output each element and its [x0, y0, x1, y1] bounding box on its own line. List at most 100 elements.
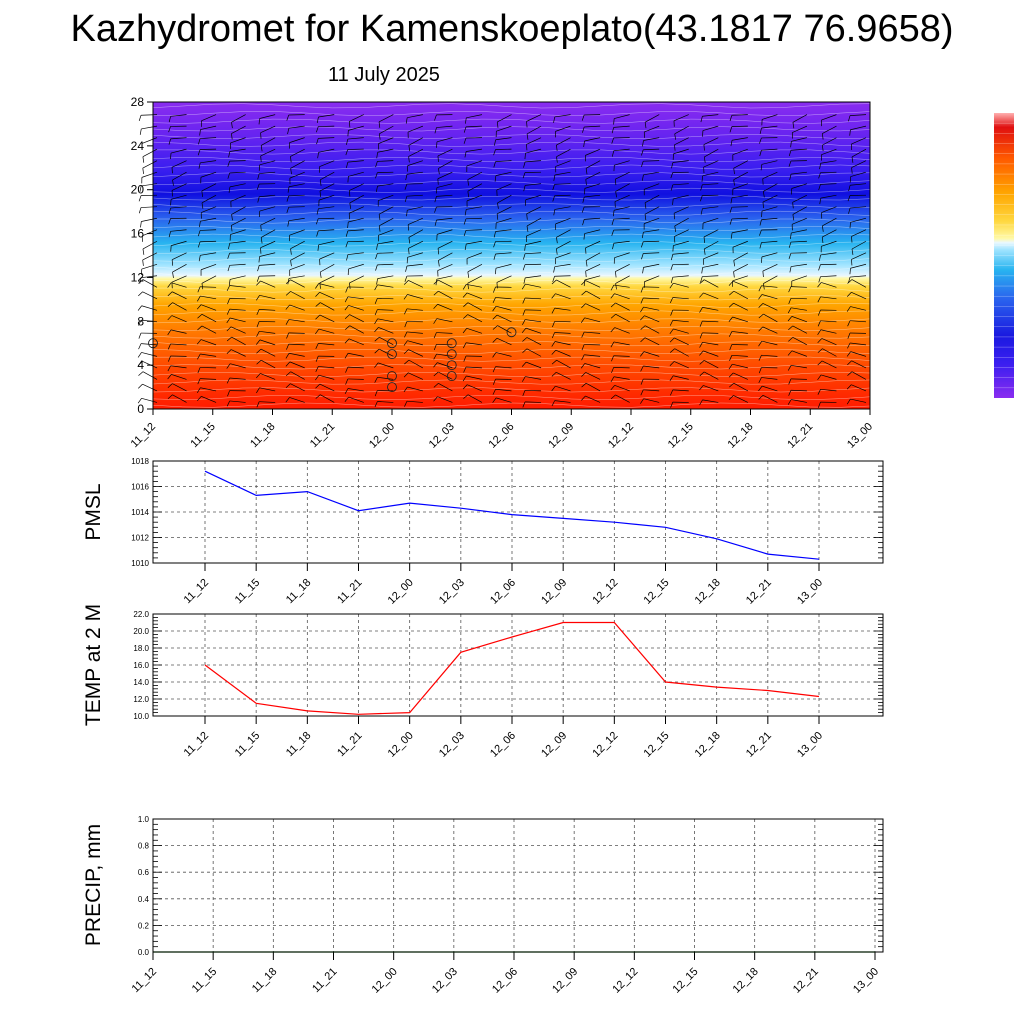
- wind-barb-staff: [140, 114, 158, 116]
- wind-barb-staff: [851, 360, 867, 369]
- wind-barb-staff: [672, 275, 689, 278]
- wind-barb: [849, 125, 867, 136]
- wind-barb-flag: [405, 117, 408, 124]
- wind-barb-flag: [434, 206, 437, 213]
- wind-barb: [433, 362, 453, 369]
- wind-barb-flag: [196, 387, 201, 394]
- wind-barb-flag: [642, 140, 644, 147]
- wind-barb-flag: [674, 144, 676, 151]
- wind-barb: [345, 378, 364, 385]
- wind-barb-flag: [465, 117, 467, 124]
- wind-barb-staff: [288, 319, 305, 323]
- wind-barb-flag: [138, 115, 142, 122]
- wind-barb-staff: [230, 363, 246, 369]
- isoline: [152, 295, 871, 301]
- wind-barb: [345, 148, 364, 156]
- y-tick-label: 0.6: [138, 868, 150, 877]
- wind-barb-staff: [585, 280, 601, 288]
- wind-barb: [581, 354, 601, 361]
- wind-barb: [260, 125, 276, 139]
- wind-barb: [433, 353, 453, 360]
- wind-barb-staff: [200, 339, 217, 346]
- wind-barb: [139, 275, 158, 284]
- wind-barb-flag: [349, 282, 351, 289]
- wind-barb-staff: [408, 229, 424, 238]
- wind-barb-flag: [433, 344, 437, 351]
- x-tick-label: 12_06: [488, 730, 518, 760]
- wind-barb-flag: [462, 328, 468, 334]
- wind-barb-flag: [817, 320, 821, 327]
- wind-barb: [669, 337, 689, 346]
- wind-barb-flag: [256, 387, 260, 394]
- wind-barb-staff: [585, 263, 601, 272]
- wind-barb-staff: [732, 363, 748, 369]
- wind-barb: [316, 229, 335, 237]
- wind-barb-flag: [729, 344, 733, 351]
- wind-barb-flag: [552, 276, 555, 283]
- wind-barb-staff: [791, 263, 807, 267]
- wind-barb: [791, 275, 808, 288]
- wind-barb-flag: [319, 190, 322, 197]
- wind-barb: [640, 286, 660, 293]
- wind-barb: [199, 125, 217, 136]
- wind-barb-staff: [703, 160, 719, 168]
- wind-barb-flag: [763, 191, 765, 198]
- wind-barb-staff: [790, 286, 807, 288]
- wind-barb-staff: [790, 389, 807, 392]
- wind-barb: [821, 125, 837, 140]
- wind-barb-staff: [259, 114, 276, 119]
- wind-barb-flag: [315, 383, 321, 389]
- wind-barb-staff: [762, 194, 778, 203]
- wind-barb: [226, 285, 246, 292]
- wind-barb-staff: [672, 297, 689, 300]
- wind-barb: [404, 183, 423, 190]
- wind-barb-staff: [495, 171, 512, 176]
- wind-barb-flag: [286, 195, 290, 202]
- wind-barb-staff: [851, 148, 867, 158]
- wind-barb: [702, 217, 719, 230]
- wind-barb-staff: [259, 330, 276, 334]
- wind-barb-staff: [318, 343, 335, 346]
- wind-barb: [787, 350, 808, 357]
- wind-barb: [405, 263, 423, 272]
- wind-barb: [614, 194, 630, 208]
- wind-barb-flag: [403, 280, 409, 285]
- wind-barb-staff: [703, 371, 719, 380]
- wind-barb: [673, 114, 689, 127]
- wind-barb-staff: [320, 394, 335, 403]
- x-tick-label: 11_21: [310, 966, 340, 996]
- wind-barb-staff: [438, 383, 453, 392]
- wind-barb: [434, 206, 453, 213]
- wind-barb-flag: [699, 292, 704, 298]
- wind-barb-flag: [258, 118, 260, 125]
- wind-barb-flag: [257, 173, 260, 180]
- wind-barb-staff: [821, 338, 837, 346]
- wind-barb-staff: [436, 332, 453, 334]
- wind-barb-staff: [171, 252, 187, 261]
- wind-barb: [316, 206, 335, 215]
- wind-barb-staff: [379, 125, 394, 135]
- wind-barb-flag: [462, 284, 467, 290]
- wind-barb: [732, 183, 748, 196]
- wind-barb-staff: [378, 137, 394, 144]
- wind-barb: [700, 206, 719, 215]
- wind-barb-flag: [641, 161, 644, 168]
- wind-barb-staff: [259, 309, 276, 311]
- wind-barb-staff: [171, 282, 187, 288]
- wind-barb-flag: [851, 156, 854, 163]
- x-tick-label: 12_18: [731, 966, 761, 996]
- wind-barb-flag: [290, 248, 292, 255]
- wind-barb: [495, 263, 512, 275]
- wind-barb: [315, 328, 335, 335]
- wind-barb-staff: [821, 206, 837, 213]
- x-tick-label: 12_03: [437, 730, 467, 760]
- wind-barb: [847, 279, 867, 288]
- wind-barb: [701, 263, 719, 274]
- wind-barb: [581, 331, 601, 338]
- wind-barb-staff: [525, 194, 542, 201]
- wind-barb-staff: [170, 229, 187, 232]
- isoline: [152, 387, 871, 393]
- wind-barb: [817, 360, 837, 369]
- wind-barb-staff: [525, 327, 542, 334]
- wind-barb: [848, 183, 867, 192]
